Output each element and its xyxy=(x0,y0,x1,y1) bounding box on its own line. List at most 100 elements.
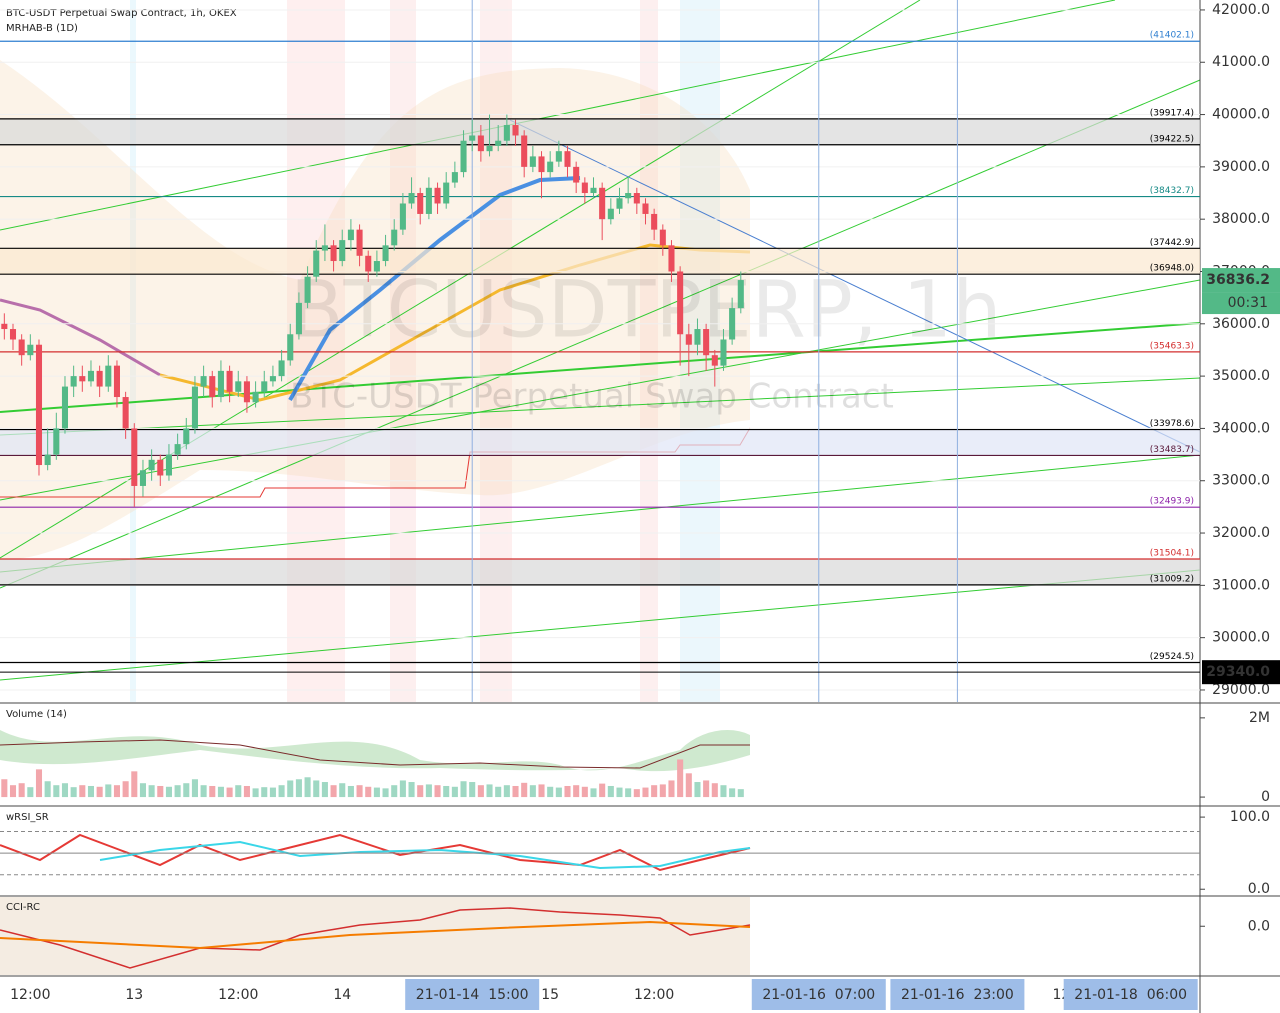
candle-body xyxy=(313,250,320,277)
ma-line xyxy=(0,298,161,377)
zone xyxy=(0,118,1200,145)
candle-body xyxy=(521,135,528,167)
candle-body xyxy=(625,193,632,199)
volume-bar xyxy=(1,779,8,798)
volume-bar xyxy=(399,780,406,798)
volume-bar xyxy=(616,787,623,798)
volume-bar xyxy=(729,788,736,798)
candle-body xyxy=(235,381,242,392)
x-tick-label: 13 xyxy=(125,987,143,1003)
volume-bar xyxy=(321,782,328,798)
candle-body xyxy=(417,193,424,214)
x-marker-box xyxy=(890,979,1025,1010)
candle-body xyxy=(252,391,259,403)
candle-body xyxy=(113,365,120,398)
level-label: (39917.4) xyxy=(1150,108,1194,118)
pane-title: CCI-RC xyxy=(6,902,40,913)
y-tick-label: 31000.0 xyxy=(1212,577,1270,593)
candle-body xyxy=(711,355,718,366)
zone xyxy=(0,558,1200,585)
candle-body xyxy=(685,334,692,345)
volume-bar xyxy=(183,783,190,798)
candle-body xyxy=(399,203,406,230)
volume-bar xyxy=(131,771,138,798)
candle-body xyxy=(183,428,190,445)
y-tick-label: 42000.0 xyxy=(1212,2,1270,18)
volume-bar xyxy=(434,785,441,798)
candle-body xyxy=(44,454,51,466)
candle-body xyxy=(356,229,363,256)
countdown: 00:31 xyxy=(1228,295,1268,311)
candle-body xyxy=(668,245,675,272)
candle-body xyxy=(373,261,380,272)
ma-line xyxy=(288,176,581,401)
candle-body xyxy=(581,182,588,194)
volume-bar xyxy=(365,786,372,798)
candle-body xyxy=(9,329,17,340)
candle-body xyxy=(599,187,606,220)
volume-bar xyxy=(521,782,528,798)
volume-bar xyxy=(599,783,606,798)
candle-body xyxy=(495,140,502,146)
x-marker-label: 21-01-18 06:00 xyxy=(1074,987,1187,1003)
candle-body xyxy=(408,193,415,204)
volume-bar xyxy=(35,769,43,798)
volume-ma xyxy=(0,739,750,769)
watermark: BTCUSDTPERP, 1h xyxy=(290,265,1002,355)
candle-body xyxy=(209,376,216,398)
volume-bar xyxy=(261,787,268,798)
candle-body xyxy=(555,151,562,162)
level-label: (32493.9) xyxy=(1150,497,1194,507)
volume-bar xyxy=(347,785,354,798)
candle-body xyxy=(486,145,493,152)
volume-bar xyxy=(330,785,337,798)
candle-body xyxy=(391,229,398,246)
volume-bar xyxy=(391,785,398,798)
volume-bar xyxy=(720,785,727,798)
volume-bar xyxy=(703,780,710,798)
candle-body xyxy=(157,459,164,476)
candle-body xyxy=(217,370,224,398)
candle-body xyxy=(425,187,432,214)
volume-bar xyxy=(252,788,259,798)
x-tick-label: 12:00 xyxy=(218,987,258,1003)
price-line-label: 29340.0 xyxy=(1206,664,1270,680)
x-marker-label: 21-01-16 23:00 xyxy=(901,987,1014,1003)
volume-bar xyxy=(694,782,701,798)
volume-bar xyxy=(53,785,60,798)
y-tick-label: 40000.0 xyxy=(1212,107,1270,123)
candle-body xyxy=(642,203,649,214)
volume-bar xyxy=(61,783,69,798)
candle-body xyxy=(347,229,354,241)
candle-body xyxy=(443,182,450,204)
candle-body xyxy=(607,208,614,220)
y-tick-label: 35000.0 xyxy=(1212,368,1270,384)
level-label: (39422.5) xyxy=(1150,134,1194,144)
countdown-box xyxy=(1202,292,1280,315)
volume-bar xyxy=(607,785,614,798)
volume-bar xyxy=(27,787,34,798)
last-price: 36836.2 xyxy=(1206,272,1270,288)
candle-body xyxy=(382,245,389,262)
volume-bar xyxy=(486,784,493,798)
volume-bar xyxy=(564,785,571,798)
candle-body xyxy=(469,135,476,141)
volume-bar xyxy=(625,788,632,798)
volume-bar xyxy=(443,785,450,798)
level-label: (29524.5) xyxy=(1150,652,1194,662)
candle-body xyxy=(295,302,302,335)
candle-body xyxy=(737,280,744,309)
volume-bar xyxy=(79,785,86,798)
volume-bar xyxy=(44,781,51,798)
candle-body xyxy=(174,444,181,455)
volume-bar xyxy=(573,785,580,798)
candle-body xyxy=(477,135,484,152)
y-tick-label: 29000.0 xyxy=(1212,682,1270,698)
volume-bar xyxy=(547,786,554,798)
candle-body xyxy=(573,166,580,183)
x-tick-label: 12:00 xyxy=(634,987,674,1003)
volume-bar xyxy=(668,780,675,798)
volume-bar xyxy=(235,785,242,798)
volume-bar xyxy=(590,788,597,798)
